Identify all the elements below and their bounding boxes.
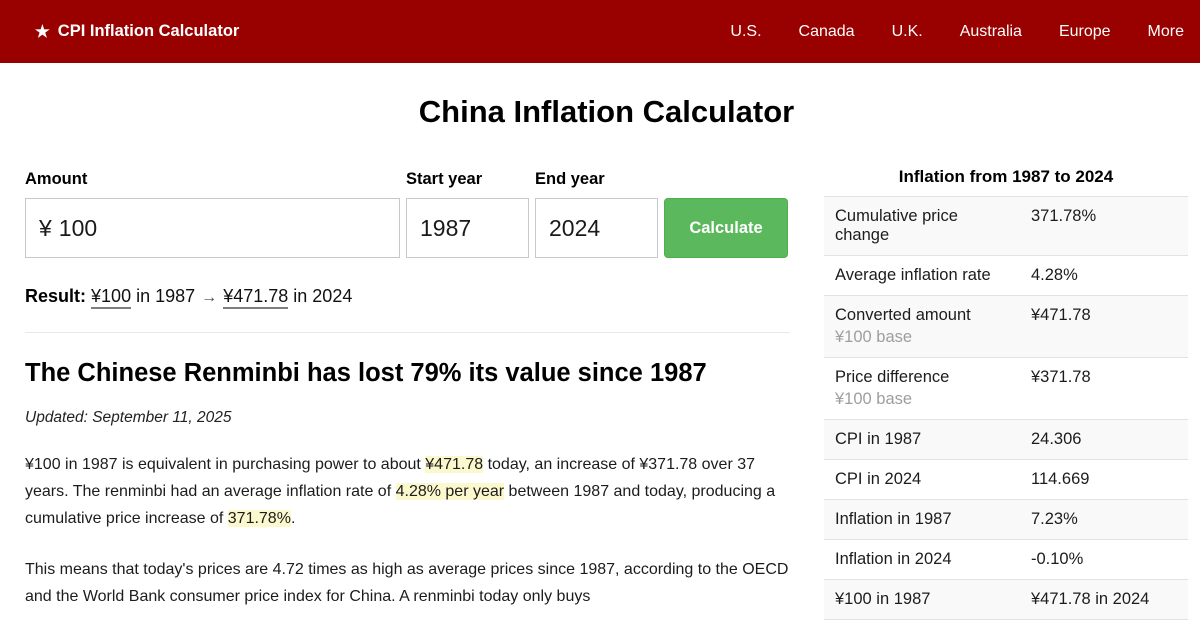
- row-value: ¥371.78: [1020, 357, 1188, 420]
- table-row: ¥100 in 1987 ¥471.78 in 2024: [824, 579, 1188, 620]
- nav-link[interactable]: U.S.: [730, 22, 762, 40]
- row-label: Price difference: [835, 368, 950, 386]
- page-title: China Inflation Calculator: [418, 94, 795, 129]
- amount-field-group: Amount ¥ 100: [25, 170, 400, 258]
- text-segment: 4.28% per year: [395, 483, 505, 500]
- row-label-cell: Inflation in 1987: [824, 499, 1020, 540]
- row-label-cell: CPI in 1987: [824, 419, 1020, 460]
- summary-table-body: Cumulative price change 371.78% Average …: [824, 196, 1188, 620]
- row-label-cell: Converted amount ¥100 base: [824, 295, 1020, 358]
- brand-link[interactable]: ★ CPI Inflation Calculator: [35, 22, 239, 42]
- result-end-year-text: in 2024: [293, 286, 353, 306]
- top-navbar: ★ CPI Inflation Calculator U.S. Canada U…: [0, 0, 1200, 63]
- row-value: -0.10%: [1020, 539, 1188, 580]
- row-value: ¥471.78: [1020, 295, 1188, 358]
- text-segment: between 1987 and today, producing a cumu…: [25, 483, 776, 527]
- row-label: ¥100 in 1987: [835, 590, 931, 608]
- article-heading: The Chinese Renminbi has lost 79% its va…: [25, 359, 707, 387]
- row-sublabel: ¥100 base: [835, 390, 913, 408]
- end-year-label: End year: [535, 170, 605, 188]
- row-label-cell: CPI in 2024: [824, 459, 1020, 500]
- brand-label: CPI Inflation Calculator: [57, 22, 240, 40]
- row-label: CPI in 2024: [835, 470, 922, 488]
- text-segment: 371.78%: [227, 510, 291, 527]
- end-year-field-group: End year 2024: [535, 170, 658, 258]
- calculator-column: Amount ¥ 100 Start year 1987 End year 20…: [25, 166, 790, 610]
- row-value: ¥471.78 in 2024: [1020, 579, 1188, 620]
- table-row: Inflation in 1987 7.23%: [824, 499, 1188, 540]
- summary-table: Cumulative price change 371.78% Average …: [824, 196, 1188, 620]
- currency-prefix: ¥: [39, 214, 52, 241]
- result-label: Result:: [25, 286, 87, 306]
- row-label: Cumulative price change: [835, 207, 958, 244]
- row-label-cell: Average inflation rate: [824, 255, 1020, 296]
- row-value: 371.78%: [1020, 196, 1188, 256]
- end-year-input[interactable]: 2024: [535, 198, 658, 258]
- table-row: Average inflation rate 4.28%: [824, 255, 1188, 296]
- right-arrow-icon: →: [201, 289, 218, 306]
- start-year-value: 1987: [420, 214, 472, 241]
- content-columns: Amount ¥ 100 Start year 1987 End year 20…: [25, 166, 1188, 620]
- nav-link[interactable]: More: [1147, 22, 1184, 40]
- row-label-cell: ¥100 in 1987: [824, 579, 1020, 620]
- text-segment: today, an increase of ¥371.78 over 37 ye…: [25, 456, 756, 500]
- calculate-button[interactable]: Calculate: [664, 198, 788, 258]
- start-year-field-group: Start year 1987: [406, 170, 529, 258]
- main-content: China Inflation Calculator Amount ¥ 100 …: [0, 94, 1200, 620]
- row-value: 7.23%: [1020, 499, 1188, 540]
- start-year-input[interactable]: 1987: [406, 198, 529, 258]
- updated-date: Updated: September 11, 2025: [25, 409, 232, 426]
- nav-link[interactable]: Europe: [1058, 22, 1111, 40]
- row-label: Inflation in 1987: [835, 510, 952, 528]
- row-label-cell: Price difference ¥100 base: [824, 357, 1020, 420]
- text-segment: .: [290, 510, 296, 527]
- table-row: CPI in 2024 114.669: [824, 459, 1188, 500]
- calculator-form: Amount ¥ 100 Start year 1987 End year 20…: [25, 170, 790, 258]
- nav-link[interactable]: Australia: [959, 22, 1022, 40]
- row-sublabel: ¥100 base: [835, 328, 913, 346]
- row-label: Converted amount: [835, 306, 971, 324]
- nav-link[interactable]: U.K.: [891, 22, 923, 40]
- country-nav: U.S. Canada U.K. Australia Europe More: [730, 23, 1184, 41]
- table-row: CPI in 1987 24.306: [824, 419, 1188, 460]
- row-label-cell: Inflation in 2024: [824, 539, 1020, 580]
- table-row: Inflation in 2024 -0.10%: [824, 539, 1188, 580]
- star-icon: ★: [35, 22, 50, 41]
- table-row: Cumulative price change 371.78%: [824, 196, 1188, 256]
- nav-link[interactable]: Canada: [798, 22, 855, 40]
- summary-column: Inflation from 1987 to 2024 Cumulative p…: [824, 166, 1188, 620]
- divider: [25, 332, 790, 333]
- table-row: Price difference ¥100 base ¥371.78: [824, 357, 1188, 420]
- text-segment: ¥471.78: [425, 456, 484, 473]
- paragraph-1: ¥100 in 1987 is equivalent in purchasing…: [25, 451, 790, 532]
- text-segment: ¥100 in 1987 is equivalent in purchasing…: [25, 456, 426, 473]
- result-line: Result: ¥100 in 1987 → ¥471.78 in 2024: [25, 286, 790, 309]
- result-start-year-text: in 1987: [136, 286, 196, 306]
- paragraph-2: This means that today's prices are 4.72 …: [25, 561, 789, 605]
- amount-input[interactable]: ¥ 100: [25, 198, 400, 258]
- row-label: Average inflation rate: [835, 266, 991, 284]
- row-label: CPI in 1987: [835, 430, 922, 448]
- row-value: 24.306: [1020, 419, 1188, 460]
- row-label-cell: Cumulative price change: [824, 196, 1020, 256]
- start-year-label: Start year: [406, 170, 483, 188]
- table-row: Converted amount ¥100 base ¥471.78: [824, 295, 1188, 358]
- result-from-amount-link[interactable]: ¥100: [91, 286, 132, 309]
- row-value: 4.28%: [1020, 255, 1188, 296]
- end-year-value: 2024: [549, 214, 601, 241]
- row-label: Inflation in 2024: [835, 550, 952, 568]
- row-value: 114.669: [1020, 459, 1188, 500]
- summary-title: Inflation from 1987 to 2024: [898, 167, 1114, 186]
- result-to-amount-link[interactable]: ¥471.78: [223, 286, 289, 309]
- amount-value: 100: [58, 214, 98, 241]
- amount-label: Amount: [25, 170, 88, 188]
